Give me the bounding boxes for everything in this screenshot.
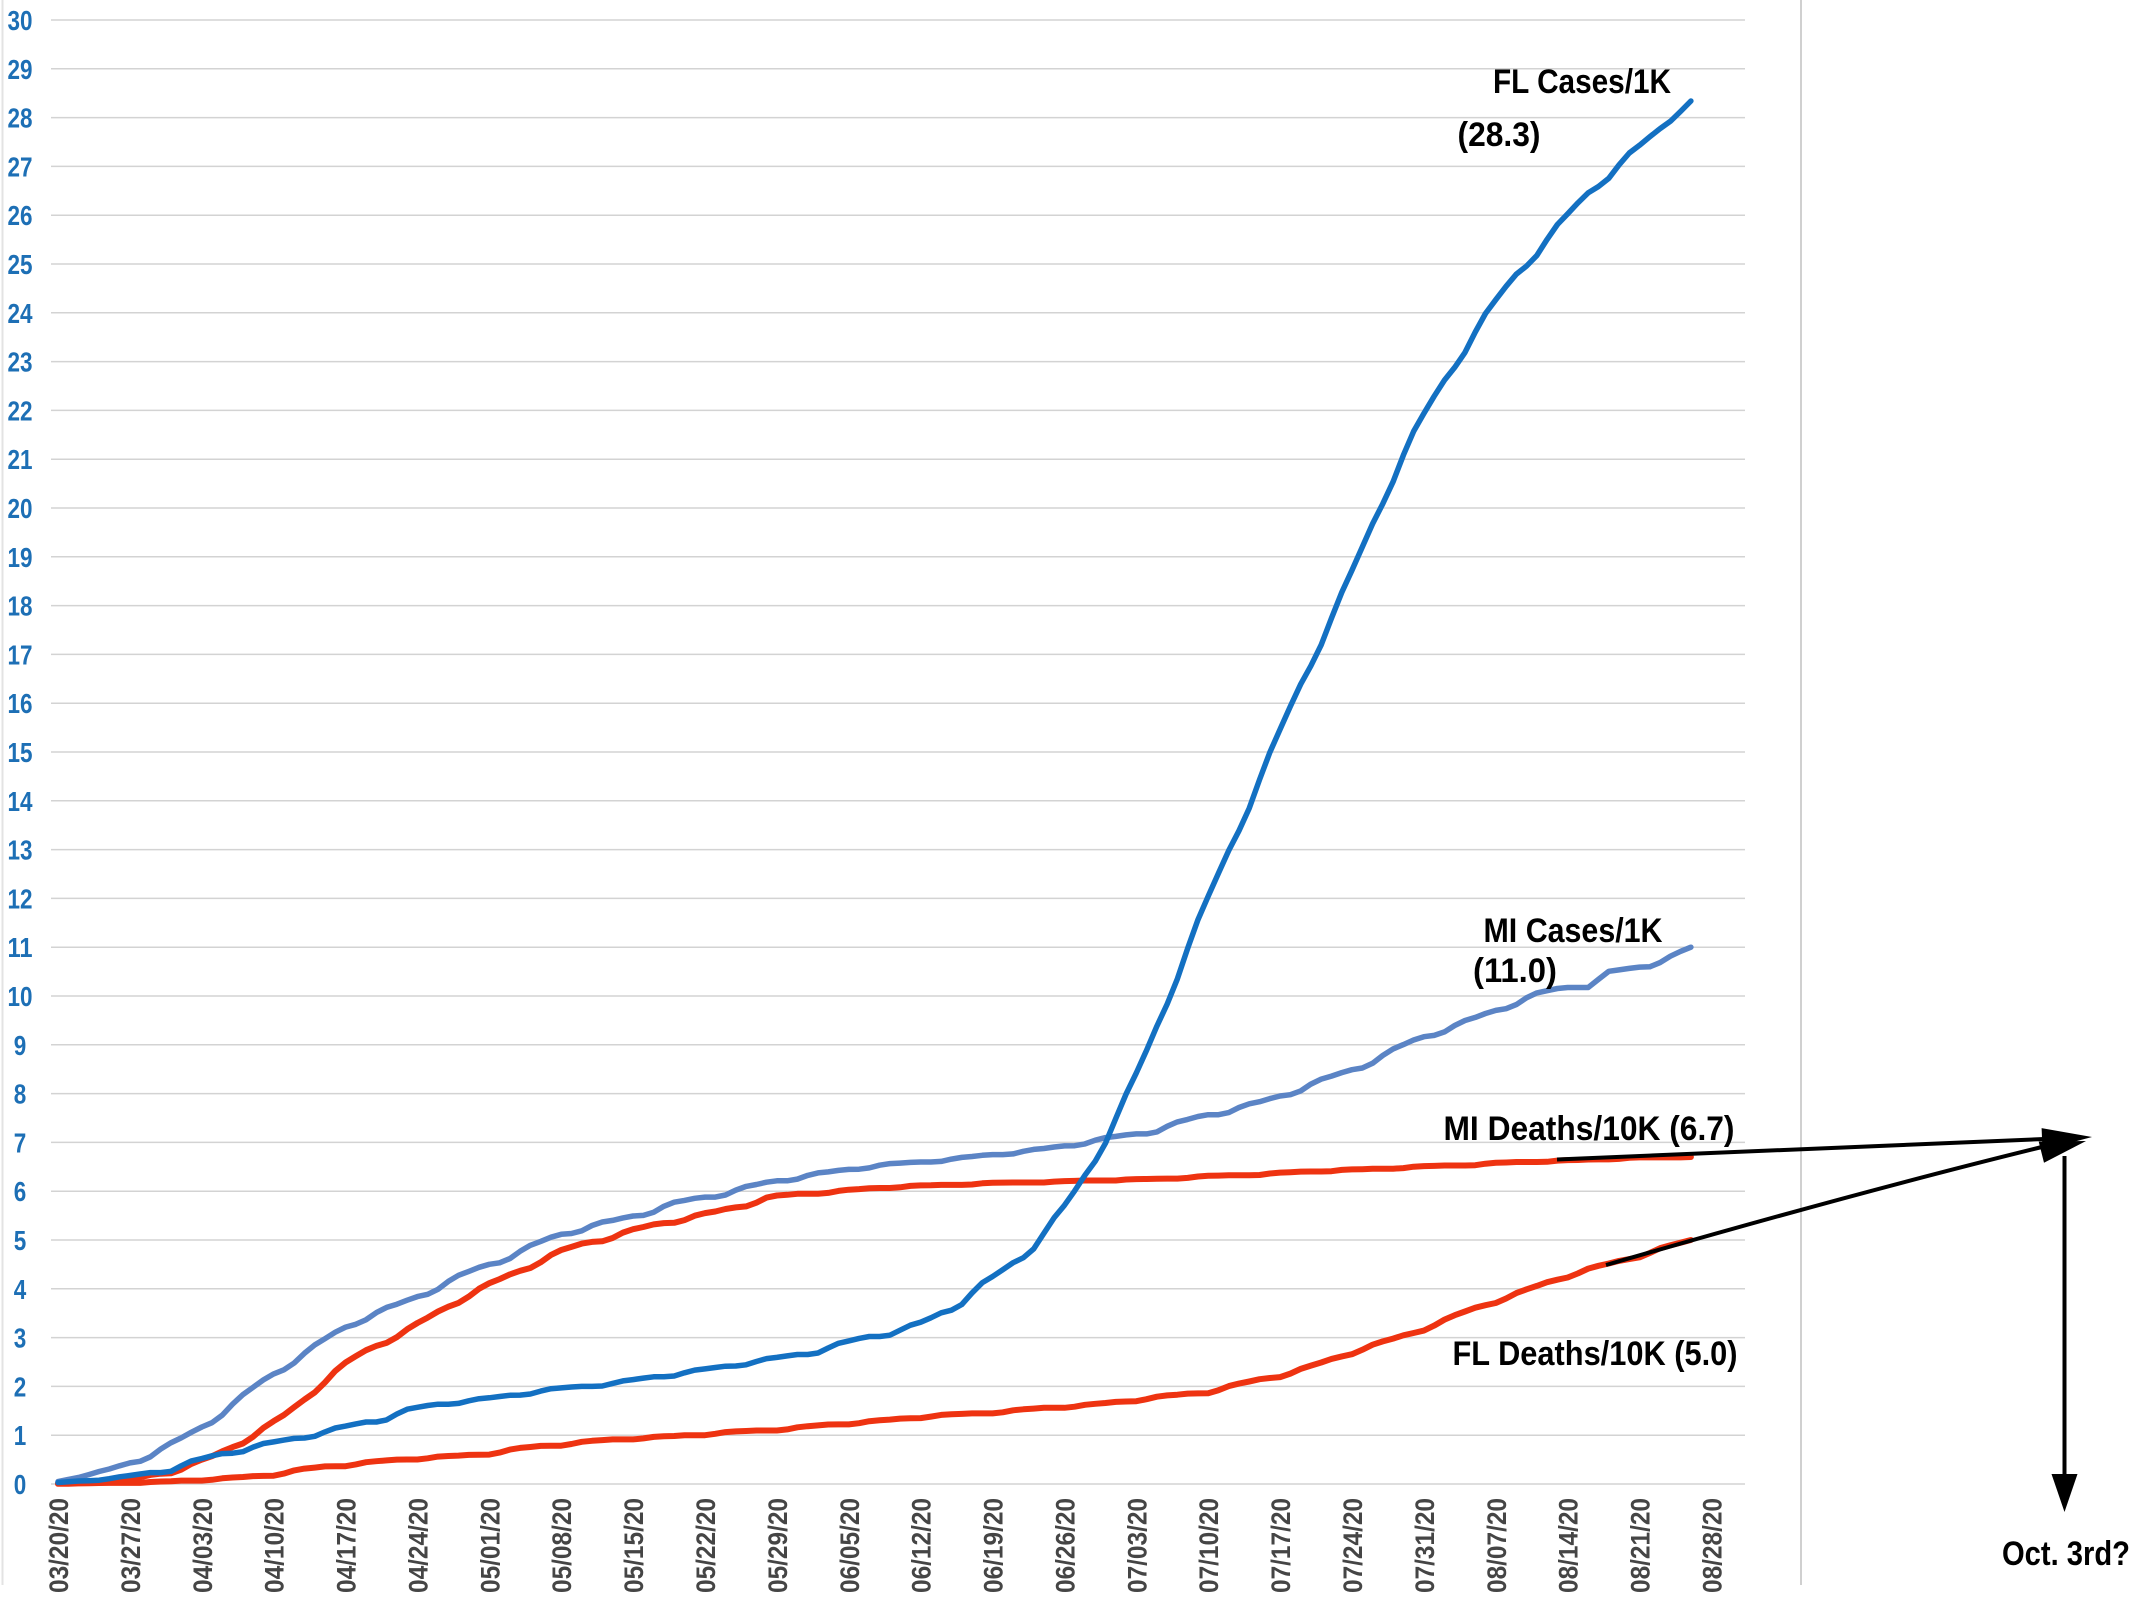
svg-text:25: 25: [8, 249, 33, 280]
svg-text:05/08/20: 05/08/20: [547, 1498, 577, 1593]
svg-text:18: 18: [8, 591, 33, 622]
svg-text:05/01/20: 05/01/20: [475, 1498, 505, 1593]
svg-text:(28.3): (28.3): [1458, 116, 1541, 154]
svg-text:04/17/20: 04/17/20: [332, 1498, 362, 1593]
svg-text:05/22/20: 05/22/20: [691, 1498, 721, 1593]
svg-text:24: 24: [8, 298, 33, 329]
svg-text:08/28/20: 08/28/20: [1698, 1498, 1728, 1593]
svg-text:29: 29: [8, 54, 33, 85]
svg-text:FL Cases/1K: FL Cases/1K: [1493, 63, 1671, 101]
svg-text:05/29/20: 05/29/20: [763, 1498, 793, 1593]
svg-text:11: 11: [8, 932, 33, 963]
svg-text:12: 12: [8, 883, 33, 914]
svg-text:20: 20: [8, 493, 33, 524]
svg-text:30: 30: [8, 5, 33, 36]
svg-text:FL Deaths/10K (5.0): FL Deaths/10K (5.0): [1453, 1335, 1738, 1373]
svg-text:23: 23: [8, 347, 33, 378]
svg-text:07/10/20: 07/10/20: [1194, 1498, 1224, 1593]
svg-text:(11.0): (11.0): [1473, 952, 1557, 990]
svg-text:28: 28: [8, 103, 33, 134]
svg-text:2: 2: [14, 1371, 27, 1402]
svg-text:MI Cases/1K: MI Cases/1K: [1484, 912, 1663, 950]
svg-text:04/24/20: 04/24/20: [403, 1498, 433, 1593]
svg-text:06/12/20: 06/12/20: [907, 1498, 937, 1593]
svg-text:16: 16: [8, 688, 33, 719]
svg-text:03/20/20: 03/20/20: [44, 1498, 74, 1593]
svg-text:22: 22: [8, 395, 33, 426]
svg-text:08/21/20: 08/21/20: [1626, 1498, 1656, 1593]
svg-text:07/03/20: 07/03/20: [1122, 1498, 1152, 1593]
svg-text:07/24/20: 07/24/20: [1338, 1498, 1368, 1593]
svg-text:21: 21: [8, 444, 33, 475]
svg-text:07/17/20: 07/17/20: [1266, 1498, 1296, 1593]
svg-text:26: 26: [8, 200, 33, 231]
svg-text:17: 17: [8, 639, 33, 670]
svg-text:4: 4: [14, 1274, 27, 1305]
svg-text:0: 0: [14, 1469, 27, 1500]
svg-text:Oct. 3rd?: Oct. 3rd?: [2002, 1535, 2130, 1573]
svg-text:08/14/20: 08/14/20: [1554, 1498, 1584, 1593]
svg-text:7: 7: [14, 1127, 27, 1158]
svg-text:14: 14: [8, 786, 33, 817]
svg-text:04/03/20: 04/03/20: [188, 1498, 218, 1593]
svg-text:9: 9: [14, 1030, 27, 1061]
svg-text:1: 1: [14, 1420, 27, 1451]
svg-text:06/19/20: 06/19/20: [979, 1498, 1009, 1593]
svg-text:06/05/20: 06/05/20: [835, 1498, 865, 1593]
svg-text:08/07/20: 08/07/20: [1482, 1498, 1512, 1593]
svg-text:10: 10: [8, 981, 33, 1012]
svg-text:27: 27: [8, 151, 33, 182]
svg-text:6: 6: [14, 1176, 27, 1207]
svg-text:06/26/20: 06/26/20: [1051, 1498, 1081, 1593]
svg-text:15: 15: [8, 737, 33, 768]
svg-text:04/10/20: 04/10/20: [260, 1498, 290, 1593]
svg-text:13: 13: [8, 835, 33, 866]
svg-text:03/27/20: 03/27/20: [116, 1498, 146, 1593]
svg-text:5: 5: [14, 1225, 27, 1256]
svg-text:05/15/20: 05/15/20: [619, 1498, 649, 1593]
svg-text:3: 3: [14, 1323, 27, 1354]
svg-text:MI Deaths/10K (6.7): MI Deaths/10K (6.7): [1444, 1110, 1735, 1148]
svg-text:19: 19: [8, 542, 33, 573]
svg-text:07/31/20: 07/31/20: [1410, 1498, 1440, 1593]
svg-text:8: 8: [14, 1079, 27, 1110]
